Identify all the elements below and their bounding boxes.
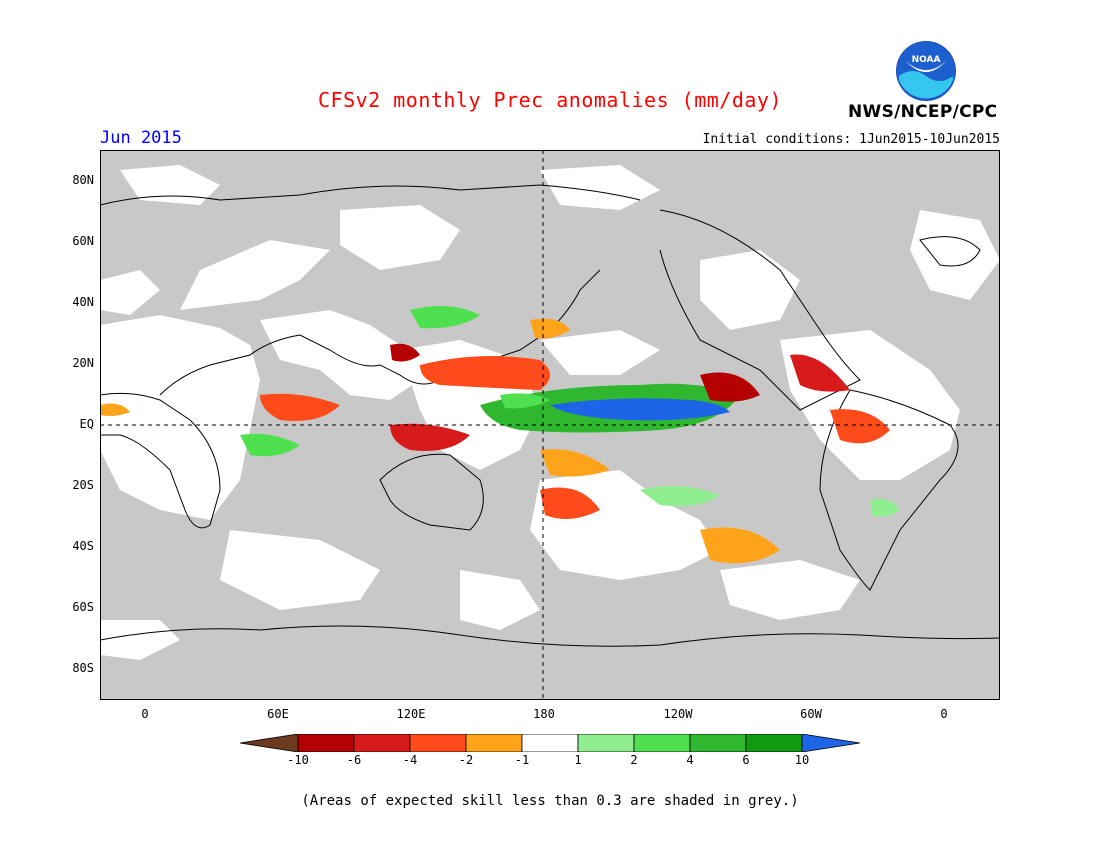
colorbar-label: 6 [742, 753, 750, 767]
south-america-coast [819, 389, 959, 591]
south-atlantic-wet [870, 498, 900, 517]
philippine-sea-dry [390, 343, 420, 362]
south-pacific-wet [640, 486, 720, 507]
lat-label-40s: 40S [72, 539, 94, 553]
colorbar-boxes [240, 734, 860, 752]
africa-coast [100, 392, 221, 529]
colorbar-swatch [577, 734, 635, 752]
lat-label-80s: 80S [72, 661, 94, 675]
wet-anomalies [240, 306, 900, 517]
colorbar-label: 10 [794, 753, 810, 767]
west-pacific-wet [500, 393, 550, 409]
colorbar-label: -10 [287, 753, 309, 767]
lat-label-40n: 40N [72, 295, 94, 309]
caribbean-dry [790, 354, 850, 392]
initial-conditions: Initial conditions: 1Jun2015-10Jun2015 [702, 132, 1000, 147]
antarctica-coast [100, 625, 1000, 647]
lon-label-120w: 120W [663, 707, 693, 721]
colorbar-label: 2 [630, 753, 638, 767]
enso-core-wet [550, 398, 730, 421]
south-pacific-convergence-dry [540, 449, 610, 477]
north-america-coast [659, 209, 861, 411]
bay-of-bengal-dry [260, 393, 340, 421]
noaa-logo: NOAA [896, 41, 956, 101]
lat-label-20s: 20S [72, 478, 94, 492]
colorbar-label: -6 [346, 753, 362, 767]
dry-anomalies [100, 318, 890, 564]
lon-label-0-right: 0 [940, 707, 948, 721]
skill-footnote: (Areas of expected skill less than 0.3 a… [301, 793, 799, 809]
colorbar-label: 1 [574, 753, 582, 767]
colorbar-swatch [745, 734, 803, 752]
east-asia-wet [410, 306, 480, 329]
colorbar-swatch [297, 734, 355, 752]
precip-anomaly-map [100, 150, 1000, 700]
colorbar-label: -1 [514, 753, 530, 767]
amazon-north-dry [830, 409, 890, 444]
colorbar-swatch [353, 734, 411, 752]
australia-coast [379, 453, 484, 531]
colorbar-label: -2 [458, 753, 474, 767]
lat-label-80n: 80N [72, 173, 94, 187]
lat-label-60s: 60S [72, 600, 94, 614]
colorbar-swatch [801, 734, 860, 752]
lon-label-120e: 120E [396, 707, 426, 721]
lat-label-60n: 60N [72, 234, 94, 248]
eurasia-north-coast [100, 184, 641, 206]
lon-label-60e: 60E [267, 707, 289, 721]
colorbar-swatch [240, 734, 299, 752]
west-pacific-dry [420, 356, 550, 390]
lat-label-eq: EQ [79, 417, 94, 431]
colorbar-swatch [689, 734, 747, 752]
colorbar-swatch [633, 734, 691, 752]
greenland-coast [919, 236, 981, 267]
maritime-continent-dry [390, 423, 470, 451]
colorbar-swatch [465, 734, 523, 752]
lon-label-180: 180 [533, 707, 555, 721]
colorbar-label: 4 [686, 753, 694, 767]
southeast-pacific-dry [700, 527, 780, 564]
month-label: Jun 2015 [100, 128, 182, 148]
lat-label-20n: 20N [72, 356, 94, 370]
west-africa-dry [100, 403, 130, 416]
north-pacific-dry [530, 318, 570, 339]
central-america-dry [700, 372, 760, 402]
logo-text: NOAA [912, 55, 941, 65]
lon-label-0-left: 0 [141, 707, 149, 721]
agency-label: NWS/NCEP/CPC [848, 102, 998, 122]
colorbar-swatch [521, 734, 579, 752]
colorbar-swatch [409, 734, 467, 752]
map-title: CFSv2 monthly Prec anomalies (mm/day) [317, 88, 783, 112]
south-pacific-dry [540, 487, 600, 519]
colorbar [240, 734, 860, 752]
colorbar-label: -4 [402, 753, 418, 767]
indian-ocean-wet [240, 433, 300, 457]
lon-label-60w: 60W [800, 707, 822, 721]
